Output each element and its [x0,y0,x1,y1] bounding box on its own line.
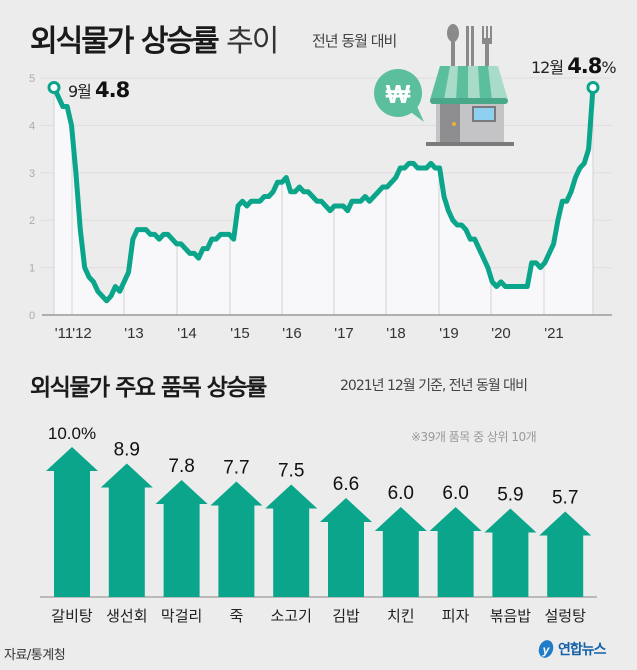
svg-text:'18: '18 [386,325,406,342]
svg-text:2: 2 [29,215,35,227]
end-month: 12월 [531,58,564,77]
svg-text:'17: '17 [334,325,354,342]
start-annotation: 9월 4.8 [68,78,130,102]
svg-text:8.9: 8.9 [114,440,140,461]
svg-text:5.7: 5.7 [552,488,578,509]
logo-text: 연합뉴스 [558,642,607,658]
svg-text:3: 3 [29,168,35,180]
section2-title: 외식물가 주요 품목 상승률 [30,375,267,401]
svg-text:6.0: 6.0 [388,483,414,504]
svg-text:6.6: 6.6 [333,474,359,495]
svg-text:'16: '16 [282,325,302,342]
chart-subtitle: 전년 동월 대비 [312,32,397,50]
svg-text:6.0: 6.0 [442,483,468,504]
yonhap-logo: y 연합뉴스 [537,639,607,659]
end-annotation: 12월 4.8% [531,54,617,78]
svg-text:'11: '11 [55,325,73,342]
source-label: 자료/통계청 [4,648,66,663]
svg-text:막걸리: 막걸리 [161,608,202,625]
svg-text:소고기: 소고기 [270,608,311,625]
yonhap-logo-icon: y [538,640,554,658]
start-value: 4.8 [95,78,130,102]
section2-subtitle: 2021년 12월 기준, 전년 동월 대비 [340,378,528,394]
page-title: 외식물가 상승률 추이 [30,16,279,60]
end-unit: % [601,58,616,77]
svg-text:생선회: 생선회 [106,608,147,625]
svg-text:갈비탕: 갈비탕 [51,608,93,625]
won-speech-bubble-icon: ₩ [374,69,424,122]
svg-text:'14: '14 [177,325,197,342]
svg-text:'21: '21 [544,325,564,342]
bar-chart: 10.0% 갈비탕 8.9 생선회 7.8 막걸리 7.7 죽 7.5 소고기 6.6 김밥 6.0 치킨… [40,424,597,625]
svg-text:'13: '13 [124,325,144,342]
title-light: 추이 [226,24,279,59]
svg-text:볶음밥: 볶음밥 [490,608,532,625]
svg-text:7.8: 7.8 [168,456,194,477]
svg-text:피자: 피자 [442,608,470,625]
line-chart: 0 1 2 3 4 5 '11'12 '13 '14 '15 '16 '17 '18 '19 '20 '21 [29,73,612,342]
svg-text:y: y [542,643,551,657]
svg-text:5.9: 5.9 [497,485,523,506]
svg-text:'12: '12 [72,325,92,342]
svg-text:5: 5 [29,73,35,85]
svg-text:7.7: 7.7 [223,458,249,479]
svg-text:4: 4 [29,120,35,132]
svg-text:김밥: 김밥 [332,608,360,625]
svg-text:'15: '15 [230,325,250,342]
section2-note: ※39개 품목 중 상위 10개 [411,430,537,444]
svg-text:10.0%: 10.0% [48,424,96,443]
svg-text:0: 0 [29,310,35,322]
svg-text:치킨: 치킨 [387,608,415,625]
svg-text:'20: '20 [491,325,511,342]
svg-text:설렁탕: 설렁탕 [544,608,586,625]
svg-text:죽: 죽 [229,608,243,625]
title-bold: 외식물가 상승률 [30,24,220,59]
svg-text:7.5: 7.5 [278,461,304,482]
restaurant-store-icon [426,24,514,146]
end-value: 4.8 [567,54,602,78]
svg-text:1: 1 [29,263,35,275]
won-symbol: ₩ [386,79,411,109]
start-month: 9월 [68,82,92,101]
svg-text:'19: '19 [439,325,459,342]
